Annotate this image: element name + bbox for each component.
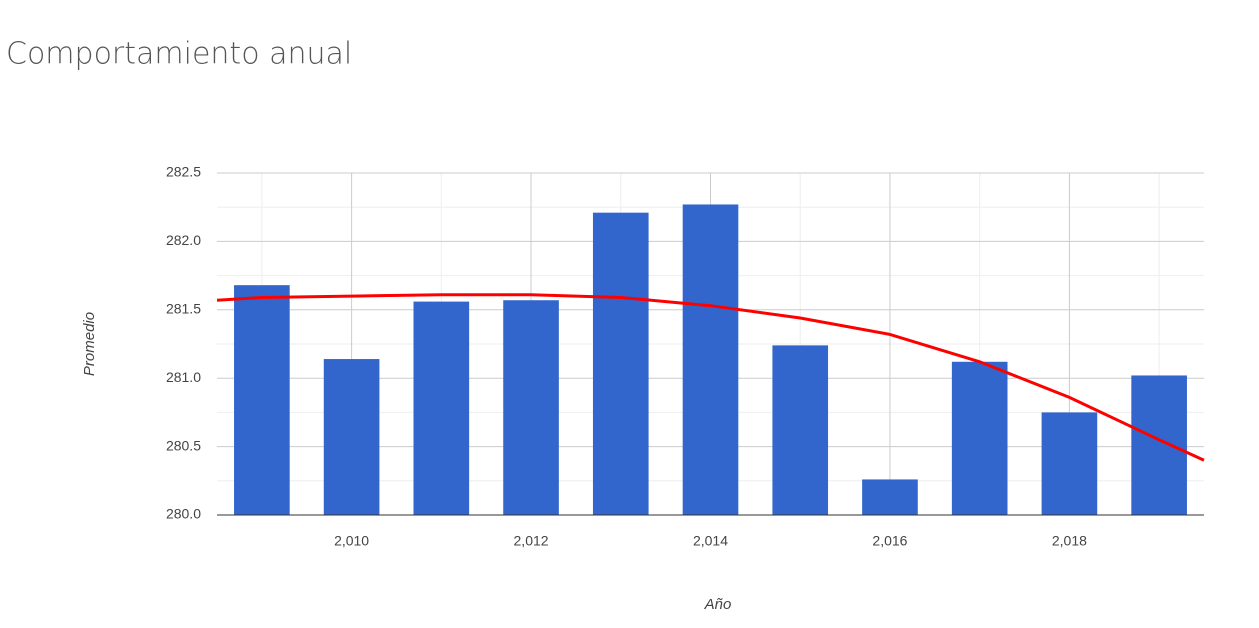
x-tick-label: 2,018 (1052, 533, 1087, 549)
bar (413, 301, 470, 515)
bar (772, 345, 829, 515)
x-tick-label: 2,016 (872, 533, 907, 549)
bar (951, 361, 1008, 515)
bar (323, 359, 380, 515)
y-tick-label: 280.5 (166, 437, 201, 453)
bar (862, 479, 918, 515)
x-tick-label: 2,010 (334, 533, 369, 549)
bar (234, 285, 290, 515)
x-axis-title: Año (704, 596, 732, 613)
bar (682, 204, 739, 516)
chart-title: Comportamiento anual (6, 37, 352, 72)
bar (1041, 412, 1098, 515)
y-tick-label: 282.0 (166, 232, 201, 248)
bar (1131, 375, 1187, 515)
y-tick-label: 280.0 (166, 506, 201, 522)
y-axis-title: Promedio (81, 312, 98, 376)
x-tick-label: 2,012 (514, 533, 549, 549)
bar (503, 300, 559, 515)
trendline (216, 293, 1205, 462)
y-tick-label: 282.5 (166, 164, 201, 180)
x-tick-label: 2,014 (693, 533, 728, 549)
bar (592, 212, 649, 515)
y-tick-label: 281.5 (166, 301, 201, 317)
y-tick-label: 281.0 (166, 369, 201, 385)
